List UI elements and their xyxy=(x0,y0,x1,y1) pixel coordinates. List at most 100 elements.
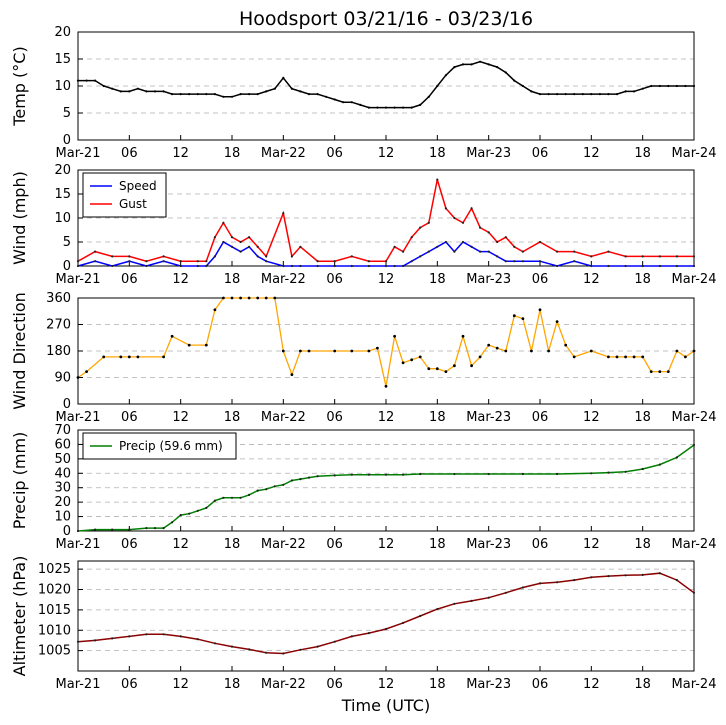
wind-data-point xyxy=(410,260,413,263)
wind-data-point xyxy=(590,255,593,258)
precip-data-point xyxy=(350,473,353,476)
wind-data-point xyxy=(419,226,422,229)
precip-data-point xyxy=(76,529,80,533)
wind-data-point xyxy=(145,264,148,268)
temp-y-axis-label: Temp (°C) xyxy=(10,46,29,126)
precip-data-point xyxy=(624,470,627,473)
precip-data-point xyxy=(607,471,610,474)
temp-data-point xyxy=(684,84,687,88)
wind-data-point xyxy=(573,260,576,263)
altimeter-data-point xyxy=(556,581,559,584)
temp-data-point xyxy=(222,95,225,98)
y-tick-label: 1025 xyxy=(38,562,71,577)
direction-data-point xyxy=(435,367,439,371)
temp-data-point xyxy=(290,87,293,90)
wind-data-point xyxy=(607,250,610,253)
precip-series-line-precip-59-6-mm- xyxy=(77,444,695,532)
direction-data-point xyxy=(222,296,225,300)
wind-data-point xyxy=(282,212,285,215)
direction-data-point xyxy=(504,349,508,353)
y-tick-label: 50 xyxy=(54,452,71,467)
altimeter-data-point xyxy=(350,635,353,638)
temp-data-point xyxy=(171,93,174,96)
x-tick-label: 06 xyxy=(532,677,549,692)
wind-data-point xyxy=(205,264,208,268)
y-tick-label: 0 xyxy=(63,397,71,412)
wind-data-point xyxy=(162,260,165,263)
direction-data-point xyxy=(102,355,106,359)
wind-data-point xyxy=(402,264,405,268)
altimeter-data-point xyxy=(504,591,507,594)
direction-data-point xyxy=(461,334,465,338)
x-tick-label: Mar-24 xyxy=(672,677,717,692)
x-tick-label: 18 xyxy=(634,272,651,287)
temp-series-line-temp xyxy=(78,60,694,109)
temp-data-point xyxy=(581,93,584,96)
temp-data-point xyxy=(590,93,593,96)
temp-data-point xyxy=(658,84,661,88)
altimeter-data-point xyxy=(658,572,661,575)
wind-data-point xyxy=(675,264,679,268)
temp-panel: 0 5 10 15 20 Mar-21 06 12 18 Mar-22 06 12 18 Mar-23 06… xyxy=(10,25,716,161)
altimeter-panel: 1005 1010 1015 1020 1025 Mar-21 06 12 18 Mar-22 06… xyxy=(10,556,716,692)
wind-data-point xyxy=(624,264,627,268)
temp-data-point xyxy=(564,93,567,96)
wind-data-point xyxy=(504,260,507,263)
altimeter-data-point xyxy=(675,579,679,582)
direction-data-point xyxy=(607,355,610,359)
altimeter-data-point xyxy=(162,633,165,636)
wind-data-point xyxy=(487,231,490,234)
altimeter-data-point xyxy=(196,638,199,641)
y-tick-label: 5 xyxy=(63,235,71,250)
direction-y-axis-label: Wind Direction xyxy=(10,292,29,410)
wind-data-point xyxy=(496,255,499,258)
temp-data-point xyxy=(598,93,602,96)
wind-series-line-speed xyxy=(77,240,694,267)
wind-data-point xyxy=(128,255,131,258)
x-tick-label: Mar-22 xyxy=(261,410,306,425)
precip-data-point xyxy=(196,509,199,512)
x-tick-label: 06 xyxy=(326,272,343,287)
precip-data-point xyxy=(111,528,114,531)
wind-data-point xyxy=(658,264,661,268)
precip-data-point xyxy=(521,472,525,476)
x-tick-label: 06 xyxy=(326,537,343,552)
temp-data-point xyxy=(650,84,653,88)
legend-label: Speed xyxy=(119,179,157,193)
wind-data-point xyxy=(256,245,259,248)
legend-label: Gust xyxy=(119,197,147,211)
x-tick-label: 18 xyxy=(224,146,241,161)
x-tick-label: Mar-22 xyxy=(261,537,306,552)
y-tick-label: 10 xyxy=(54,211,71,226)
x-tick-label: Mar-24 xyxy=(672,410,717,425)
wind-data-point xyxy=(461,240,465,244)
x-tick-label: 18 xyxy=(429,677,446,692)
temp-data-point xyxy=(461,63,465,66)
direction-data-point xyxy=(213,308,217,312)
x-tick-label: Mar-23 xyxy=(466,146,511,161)
direction-data-point xyxy=(555,320,559,323)
temp-data-point xyxy=(393,106,396,109)
wind-data-point xyxy=(692,255,696,258)
wind-data-point xyxy=(350,255,353,258)
precip-y-axis-label: Precip (mm) xyxy=(10,432,29,530)
wind-legend: Speed Gust xyxy=(82,172,167,218)
direction-data-point xyxy=(487,343,491,347)
direction-data-point xyxy=(384,384,388,388)
direction-data-point xyxy=(512,314,516,318)
wind-data-point xyxy=(538,240,542,244)
temp-data-point xyxy=(162,90,165,93)
precip-data-point xyxy=(171,521,174,524)
temp-data-point xyxy=(573,93,576,96)
altimeter-data-point xyxy=(624,574,627,577)
temp-data-point xyxy=(470,63,473,66)
precip-data-point xyxy=(316,475,319,478)
altimeter-data-point xyxy=(692,591,696,594)
y-tick-label: 1015 xyxy=(38,603,71,618)
x-tick-label: 18 xyxy=(634,677,651,692)
direction-data-point xyxy=(299,349,302,353)
altimeter-data-point xyxy=(111,637,114,640)
temp-data-point xyxy=(675,84,679,88)
wind-data-point xyxy=(436,245,439,248)
